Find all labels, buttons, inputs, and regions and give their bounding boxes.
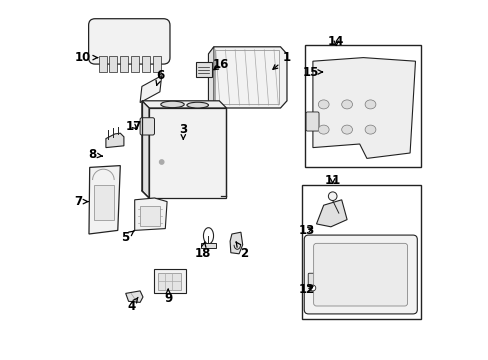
Polygon shape <box>230 232 242 254</box>
Text: 12: 12 <box>298 283 314 296</box>
Bar <box>149 108 226 198</box>
Text: 4: 4 <box>127 297 138 313</box>
Bar <box>142 56 149 72</box>
Text: 6: 6 <box>156 69 163 85</box>
Bar <box>158 273 181 290</box>
Ellipse shape <box>318 125 328 134</box>
Polygon shape <box>208 47 213 108</box>
Circle shape <box>159 160 163 164</box>
Text: 14: 14 <box>327 35 344 48</box>
FancyBboxPatch shape <box>140 118 154 135</box>
Ellipse shape <box>318 100 328 109</box>
Polygon shape <box>142 101 226 108</box>
Polygon shape <box>142 101 149 198</box>
Text: 17: 17 <box>125 120 142 132</box>
Text: 5: 5 <box>121 231 134 244</box>
Polygon shape <box>316 200 346 227</box>
Bar <box>94 185 114 220</box>
Ellipse shape <box>365 125 375 134</box>
FancyBboxPatch shape <box>304 235 416 314</box>
Polygon shape <box>106 133 123 148</box>
Ellipse shape <box>161 101 184 108</box>
Text: 18: 18 <box>194 242 210 260</box>
Bar <box>152 56 160 72</box>
Ellipse shape <box>186 102 208 108</box>
Bar <box>120 56 128 72</box>
Text: 9: 9 <box>163 289 172 305</box>
Text: 15: 15 <box>302 66 322 78</box>
Ellipse shape <box>365 100 375 109</box>
Bar <box>109 56 117 72</box>
Polygon shape <box>312 58 415 158</box>
Text: 8: 8 <box>88 148 102 161</box>
Bar <box>153 269 186 293</box>
FancyBboxPatch shape <box>88 19 170 64</box>
Text: 2: 2 <box>236 242 248 260</box>
Bar <box>201 243 215 248</box>
Text: 16: 16 <box>212 58 229 71</box>
Bar <box>131 56 139 72</box>
Ellipse shape <box>341 125 352 134</box>
Text: 1: 1 <box>272 51 290 69</box>
Ellipse shape <box>313 68 321 76</box>
Ellipse shape <box>341 100 352 109</box>
Polygon shape <box>140 76 162 103</box>
Polygon shape <box>134 198 167 230</box>
Text: 7: 7 <box>74 195 88 208</box>
Text: 13: 13 <box>298 224 314 237</box>
Text: 11: 11 <box>324 174 340 186</box>
Polygon shape <box>89 166 120 234</box>
Text: 10: 10 <box>75 51 97 64</box>
Bar <box>302 185 420 319</box>
Text: 3: 3 <box>179 123 187 139</box>
Bar <box>215 50 279 104</box>
Circle shape <box>328 192 336 201</box>
Circle shape <box>309 285 315 291</box>
Bar <box>99 56 106 72</box>
FancyBboxPatch shape <box>305 112 318 131</box>
FancyBboxPatch shape <box>307 273 321 285</box>
Bar <box>305 45 420 167</box>
Polygon shape <box>208 47 286 108</box>
Polygon shape <box>125 291 142 302</box>
Bar <box>140 206 160 226</box>
FancyBboxPatch shape <box>313 243 407 306</box>
FancyBboxPatch shape <box>196 62 212 77</box>
